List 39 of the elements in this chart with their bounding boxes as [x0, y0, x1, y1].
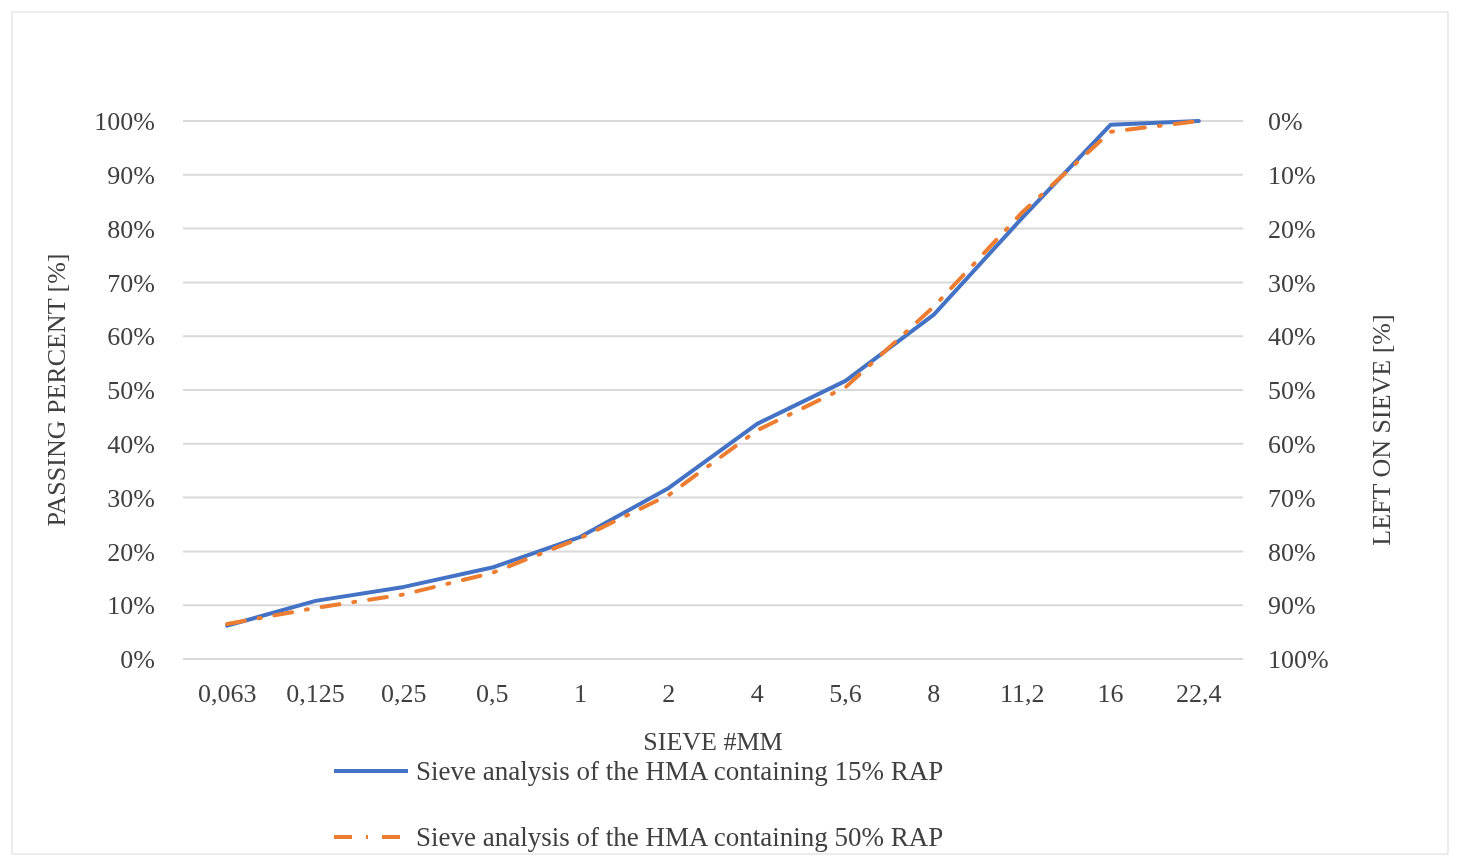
y2-tick-label: 30%: [1268, 268, 1316, 298]
x-tick-label: 11,2: [999, 679, 1045, 708]
x-tick-label: 0,5: [475, 679, 509, 708]
y2-tick-label: 40%: [1268, 322, 1316, 352]
y2-tick-label: 60%: [1268, 429, 1316, 459]
y-tick-label: 10%: [107, 591, 155, 621]
x-tick-label: 22,4: [1176, 679, 1222, 708]
y-tick-label: 40%: [107, 429, 155, 459]
y-tick-label: 100%: [94, 107, 155, 137]
x-tick-label: 0,063: [197, 679, 257, 708]
y2-tick-label: 100%: [1268, 645, 1329, 675]
y-tick-label: 0%: [120, 645, 155, 675]
x-axis-title: SIEVE #MM: [643, 727, 783, 756]
y2-tick-label: 0%: [1268, 107, 1303, 137]
y2-tick-label: 10%: [1268, 160, 1316, 190]
y-tick-label: 90%: [107, 160, 155, 190]
y-tick-label: 50%: [107, 376, 155, 406]
x-tick-label: 5,6: [829, 679, 862, 708]
y2-tick-label: 90%: [1268, 591, 1316, 621]
y-tick-label: 60%: [107, 322, 155, 352]
legend-label: Sieve analysis of the HMA containing 15% RAP: [416, 756, 944, 787]
y2-axis-title: LEFT ON SIEVE [%]: [1367, 314, 1396, 546]
y2-tick-label: 20%: [1268, 214, 1316, 244]
x-tick-label: 0,125: [286, 679, 345, 708]
y2-tick-label: 70%: [1268, 483, 1316, 513]
legend-label: Sieve analysis of the HMA containing 50% RAP: [416, 822, 944, 853]
x-tick-label: 1: [574, 679, 587, 708]
y-tick-label: 80%: [107, 214, 155, 244]
y-tick-label: 70%: [107, 268, 155, 298]
y-tick-label: 20%: [107, 537, 155, 567]
y2-tick-label: 50%: [1268, 376, 1316, 406]
x-tick-label: 4: [750, 679, 764, 708]
y-axis-title: PASSING PERCENT [%]: [42, 253, 71, 527]
x-tick-label: 8: [927, 679, 941, 708]
x-tick-label: 0,25: [381, 679, 427, 708]
x-tick-label: 16: [1097, 679, 1124, 708]
x-tick-label: 2: [662, 679, 676, 708]
y-tick-label: 30%: [107, 483, 155, 513]
y2-tick-label: 80%: [1268, 537, 1316, 567]
